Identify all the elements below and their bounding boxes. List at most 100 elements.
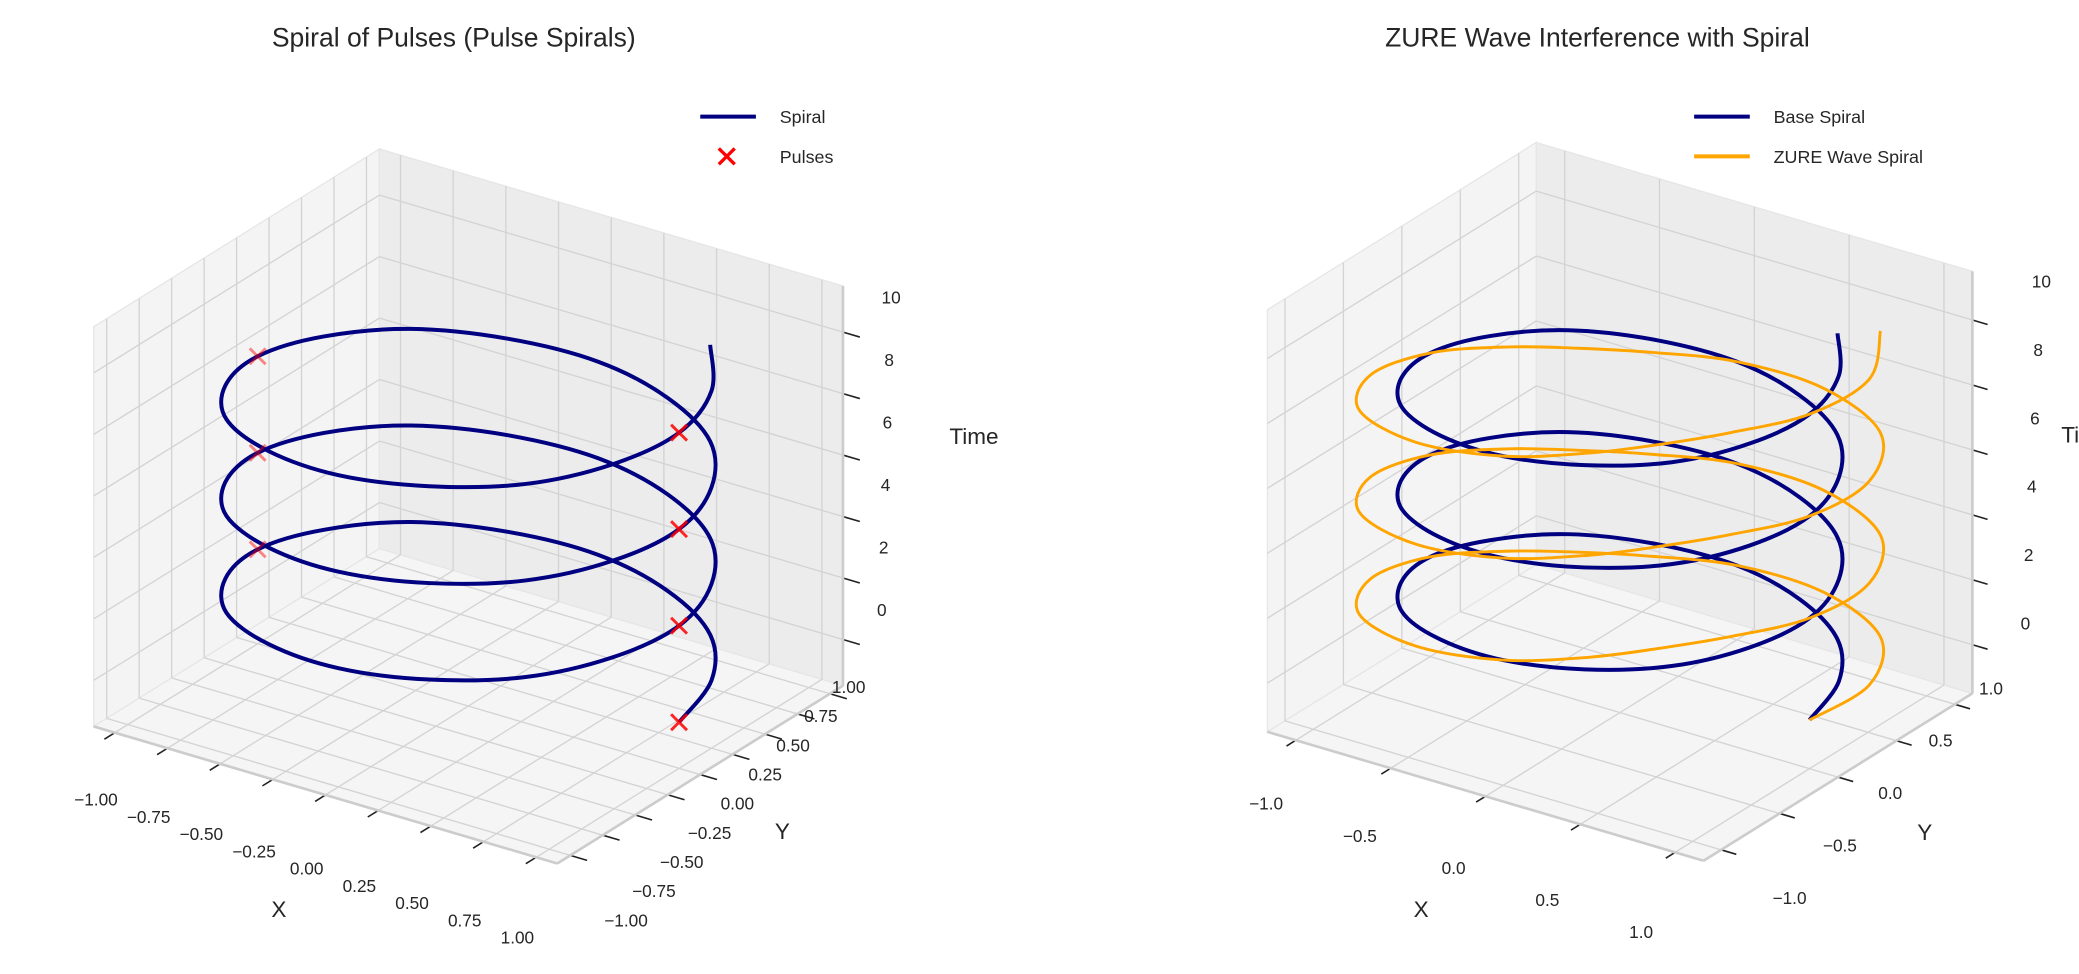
x-axis-line xyxy=(1267,730,1704,863)
x-gridline xyxy=(535,678,823,858)
z-tick-mark xyxy=(842,515,861,523)
y-tick-label: −0.25 xyxy=(688,823,732,843)
z-tick-label: 10 xyxy=(2032,272,2051,292)
z-gridline xyxy=(93,194,380,374)
pulse-marker-stroke xyxy=(248,443,267,462)
z-axis-label: Time xyxy=(949,424,998,449)
pulse-marker-stroke xyxy=(670,520,689,539)
y-tick-label: 1.00 xyxy=(832,677,866,697)
y-gridline xyxy=(268,616,733,755)
x-tick-mark xyxy=(1380,767,1392,775)
x-gridline xyxy=(1674,684,1945,853)
y-tick-label: 0.25 xyxy=(748,765,782,785)
left-3d-plot: Spiral of Pulses (Pulse Spirals) −1.00 −0… xyxy=(74,22,998,947)
pulse-marker xyxy=(248,443,267,462)
z-tick-label: 0 xyxy=(877,600,887,620)
x-tick-label: 0.75 xyxy=(448,910,482,930)
right-3d-plot: ZURE Wave Interference with Spiral −1.0 −… xyxy=(1249,22,2079,942)
z-tick-mark xyxy=(842,392,861,400)
y-axis-line xyxy=(556,684,844,865)
pulse-marker-stroke xyxy=(248,347,267,366)
pulse-marker xyxy=(670,616,689,635)
x-tick-mark xyxy=(1570,823,1581,831)
x-tick-label: 0.50 xyxy=(395,893,429,913)
series-line-zure-wave-spiral xyxy=(1354,330,1886,722)
y-tick-label: −1.0 xyxy=(1773,888,1807,908)
x-tick-label: −1.00 xyxy=(74,790,118,810)
z-gridline xyxy=(1536,190,1973,321)
y-tick-mark xyxy=(1837,776,1854,783)
y-tick-mark xyxy=(1779,812,1795,819)
x-tick-mark xyxy=(103,732,116,740)
z-tick-label: 0 xyxy=(2021,613,2031,633)
y-tick-mark xyxy=(764,733,783,740)
y-tick-mark xyxy=(634,814,653,821)
z-axis-label: Time xyxy=(2061,423,2079,448)
z-gridline xyxy=(379,317,844,456)
x-tick-mark xyxy=(1475,795,1486,803)
y-axis-label: Y xyxy=(1917,820,1932,845)
y-tick-label: 0.75 xyxy=(804,706,838,726)
y-tick-mark xyxy=(1954,703,1971,710)
x-tick-label: −0.75 xyxy=(127,807,171,827)
z-tick-mark xyxy=(842,454,861,461)
z-tick-label: 4 xyxy=(881,475,891,495)
pulse-marker-stroke xyxy=(670,616,689,635)
x-tick-label: 0.5 xyxy=(1535,890,1559,910)
y-tick-label: 1.0 xyxy=(1979,678,2003,698)
x-tick-label: 0.0 xyxy=(1442,858,1466,878)
z-gridline xyxy=(1267,450,1537,619)
x-axis-label: X xyxy=(1414,897,1429,922)
plot-title: ZURE Wave Interference with Spiral xyxy=(1385,22,1810,52)
series-line-base-spiral xyxy=(1395,328,1845,722)
z-tick-mark xyxy=(842,331,861,338)
x-axis-label: X xyxy=(271,897,286,922)
z-tick-mark xyxy=(1972,579,1988,586)
x-tick-label: 0.25 xyxy=(343,876,377,896)
z-gridline xyxy=(379,440,844,579)
y-tick-label: −1.00 xyxy=(604,910,648,930)
z-tick-mark xyxy=(1972,643,1988,650)
y-tick-label: 0.50 xyxy=(776,735,810,755)
y-tick-mark xyxy=(602,834,620,841)
pulse-marker-stroke xyxy=(248,540,267,559)
x-tick-label: −1.0 xyxy=(1249,794,1283,814)
z-tick-label: 8 xyxy=(2033,340,2043,360)
y-tick-label: 0.0 xyxy=(1878,783,1902,803)
pulse-marker xyxy=(670,713,689,732)
y-tick-label: −0.5 xyxy=(1823,835,1857,855)
pulse-marker xyxy=(670,423,689,442)
pulse-marker xyxy=(248,540,267,559)
x-tick-mark xyxy=(209,763,221,771)
x-tick-mark xyxy=(367,809,379,818)
x-tick-mark xyxy=(472,841,484,849)
y-gridline xyxy=(1460,611,1897,742)
z-gridline xyxy=(93,440,380,620)
x-tick-mark xyxy=(1286,739,1297,747)
x-tick-mark xyxy=(420,825,432,834)
z-tick-mark xyxy=(1972,514,1988,521)
legend-entry: Spiral xyxy=(700,107,825,127)
x-tick-mark xyxy=(262,778,274,787)
legend-entry: Pulses xyxy=(717,147,833,167)
y-tick-mark xyxy=(732,753,750,761)
z-gridline xyxy=(93,501,380,681)
legend-entry: Base Spiral xyxy=(1694,107,1865,127)
pulse-marker-stroke xyxy=(670,423,689,442)
y-tick-mark xyxy=(829,692,848,700)
plot-title: Spiral of Pulses (Pulse Spirals) xyxy=(272,22,636,52)
z-gridline xyxy=(1536,385,1973,516)
y-tick-label: 0.00 xyxy=(721,794,755,814)
pulse-marker-stroke xyxy=(670,713,689,732)
z-tick-mark xyxy=(842,638,861,646)
legend-label: Base Spiral xyxy=(1774,107,1865,127)
z-tick-mark xyxy=(1972,384,1988,391)
z-tick-label: 4 xyxy=(2027,477,2037,497)
z-gridline xyxy=(1267,385,1537,554)
x-tick-mark xyxy=(1665,851,1676,859)
series-line-spiral xyxy=(219,326,718,724)
x-gridline xyxy=(377,632,665,812)
x-tick-label: 0.00 xyxy=(290,859,324,879)
z-tick-mark xyxy=(842,577,861,584)
